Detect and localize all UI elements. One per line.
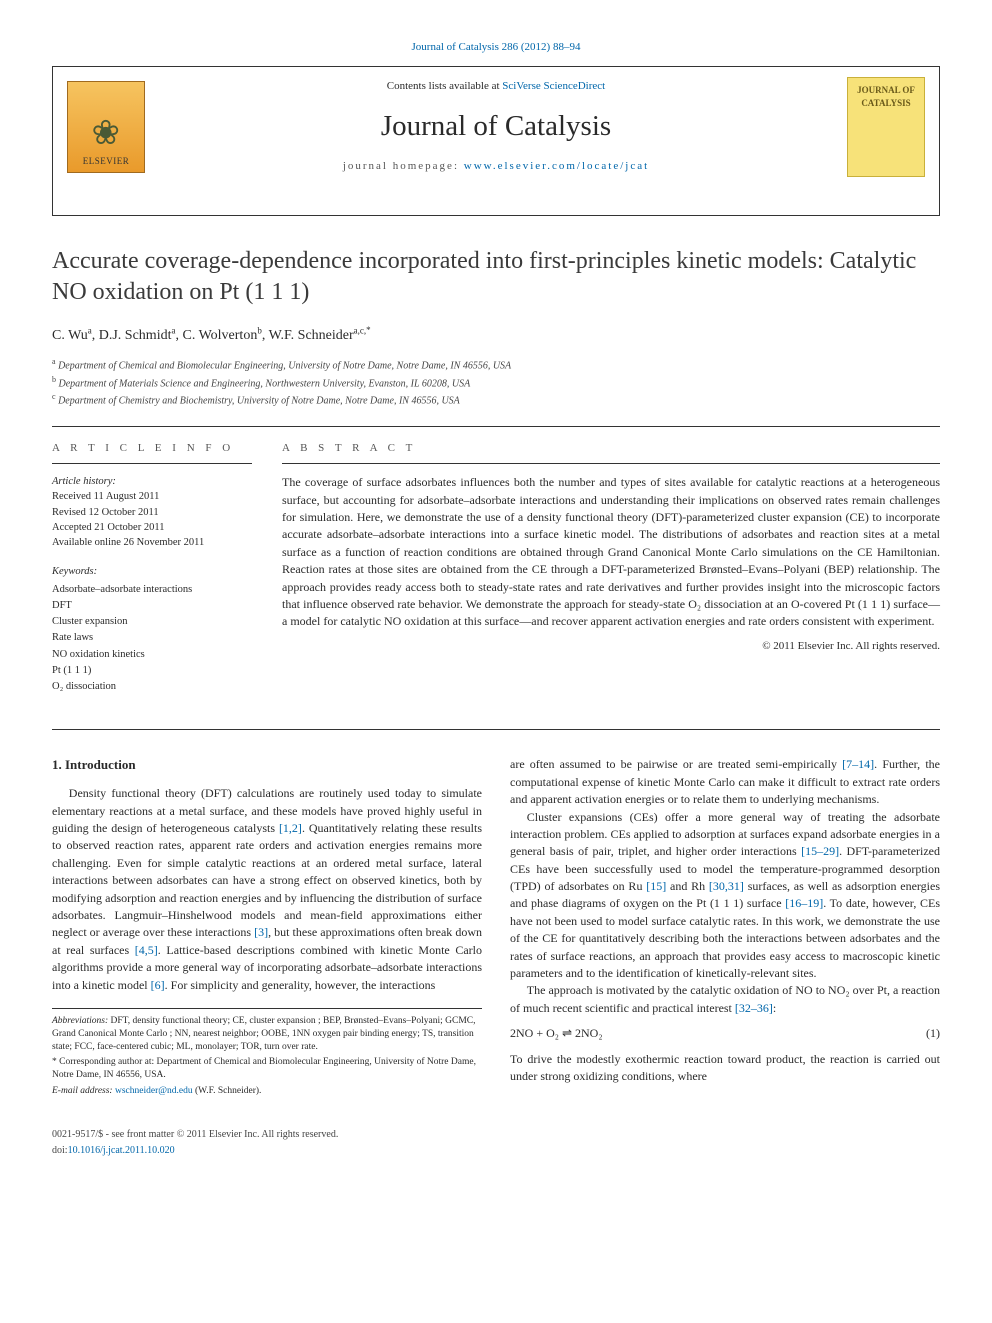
citation[interactable]: [6] [151,978,165,992]
article-history-list: Received 11 August 2011Revised 12 Octobe… [52,489,252,550]
keyword: Cluster expansion [52,614,252,630]
journal-homepage: journal homepage: www.elsevier.com/locat… [157,159,835,175]
front-matter-line: 0021-9517/$ - see front matter © 2011 El… [52,1128,940,1143]
affiliations: a Department of Chemical and Biomolecula… [52,356,940,408]
para: Cluster expansions (CEs) offer a more ge… [510,809,940,983]
email-tail: (W.F. Schneider). [193,1086,262,1096]
citation[interactable]: [7–14] [842,757,874,771]
abbreviations-text: DFT, density functional theory; CE, clus… [52,1016,476,1052]
citation[interactable]: [4,5] [135,943,158,957]
citation[interactable]: [3] [254,925,268,939]
abstract-text: The coverage of surface adsorbates influ… [282,474,940,631]
divider [52,729,940,730]
keywords-label: Keywords: [52,564,252,579]
journal-homepage-link[interactable]: www.elsevier.com/locate/jcat [464,160,649,172]
contents-availability: Contents lists available at SciVerse Sci… [157,79,835,95]
journal-header-banner: ❀ ELSEVIER Contents lists available at S… [52,66,940,216]
para: Density functional theory (DFT) calculat… [52,785,482,994]
citation[interactable]: [32–36] [735,1001,773,1015]
doi-label: doi: [52,1145,68,1156]
para: are often assumed to be pairwise or are … [510,756,940,808]
journal-cover-thumbnail: JOURNAL OF CATALYSIS [847,77,925,177]
abstract-copyright: © 2011 Elsevier Inc. All rights reserved… [282,639,940,655]
citation[interactable]: [15–29] [801,844,839,858]
body-text: 1. Introduction Density functional theor… [52,756,940,1097]
footnote-block: Abbreviations: DFT, density functional t… [52,1008,482,1098]
equation-body: 2NO + O₂ ⇌ 2NO₂ [510,1025,603,1042]
keyword: Pt (1 1 1) [52,663,252,679]
para: To drive the modestly exothermic reactio… [510,1051,940,1086]
publisher-logo: ❀ ELSEVIER [67,81,145,173]
para: The approach is motivated by the catalyt… [510,982,940,1017]
issue-reference: Journal of Catalysis 286 (2012) 88–94 [52,40,940,56]
email-link[interactable]: wschneider@nd.edu [115,1086,193,1096]
divider [52,426,940,427]
doi-link[interactable]: 10.1016/j.jcat.2011.10.020 [68,1145,175,1156]
sciencedirect-link[interactable]: SciVerse ScienceDirect [502,80,605,92]
keywords-list: Adsorbate–adsorbate interactionsDFTClust… [52,582,252,696]
affiliation: c Department of Chemistry and Biochemist… [52,391,940,408]
article-info-column: A R T I C L E I N F O Article history: R… [52,441,252,709]
journal-cover-line2: CATALYSIS [861,97,910,110]
article-info-heading: A R T I C L E I N F O [52,441,252,464]
page-footer: 0021-9517/$ - see front matter © 2011 El… [52,1128,940,1159]
equation: 2NO + O₂ ⇌ 2NO₂ (1) [510,1025,940,1042]
keyword: O₂ dissociation [52,679,252,695]
citation[interactable]: [15] [646,879,666,893]
keyword: NO oxidation kinetics [52,647,252,663]
history-line: Available online 26 November 2011 [52,535,252,550]
article-title: Accurate coverage-dependence incorporate… [52,246,940,308]
history-line: Revised 12 October 2011 [52,505,252,520]
citation[interactable]: [16–19] [785,896,823,910]
citation[interactable]: [30,31] [709,879,744,893]
publisher-logo-label: ELSEVIER [83,155,130,168]
journal-name: Journal of Catalysis [157,105,835,147]
journal-cover-line1: JOURNAL OF [857,84,915,97]
affiliation: b Department of Materials Science and En… [52,374,940,391]
issue-reference-link[interactable]: Journal of Catalysis 286 (2012) 88–94 [412,41,581,53]
email-label: E-mail address: [52,1086,115,1096]
corresponding-label: * Corresponding author at: [52,1057,154,1067]
author-names: C. Wua, D.J. Schmidta, C. Wolvertonb, W.… [52,328,366,343]
history-line: Accepted 21 October 2011 [52,520,252,535]
citation[interactable]: [1,2] [279,821,302,835]
elsevier-tree-icon: ❀ [92,117,121,151]
abstract-column: A B S T R A C T The coverage of surface … [282,441,940,709]
keyword: Adsorbate–adsorbate interactions [52,582,252,598]
abstract-heading: A B S T R A C T [282,441,940,464]
abbreviations-label: Abbreviations: [52,1016,108,1026]
keyword: DFT [52,598,252,614]
author-list: C. Wua, D.J. Schmidta, C. Wolvertonb, W.… [52,324,940,346]
affiliation: a Department of Chemical and Biomolecula… [52,356,940,373]
history-line: Received 11 August 2011 [52,489,252,504]
corresponding-mark: * [366,325,371,335]
equation-number: (1) [926,1025,940,1042]
article-history-label: Article history: [52,476,116,487]
keyword: Rate laws [52,630,252,646]
section-heading: 1. Introduction [52,756,482,775]
